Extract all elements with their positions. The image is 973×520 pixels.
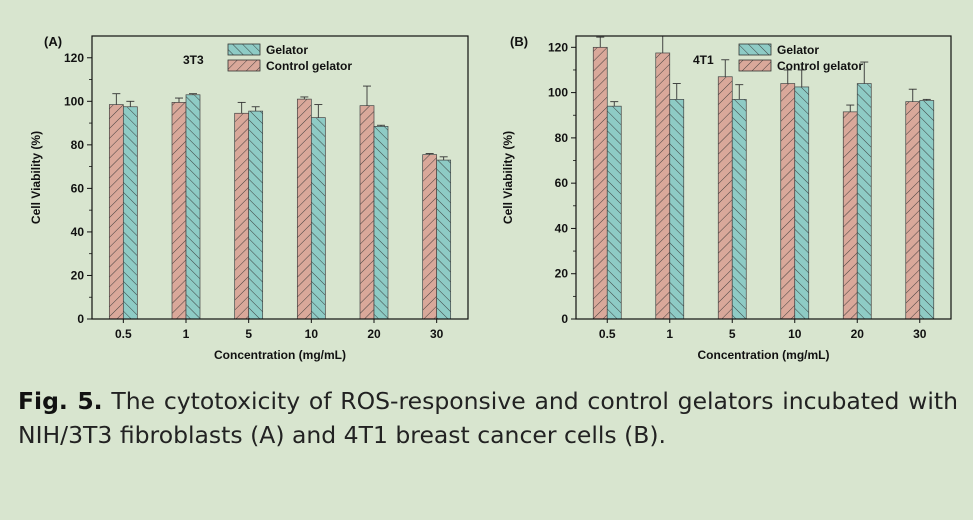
caption-text: The cytotoxicity of ROS-responsive and c… (18, 387, 958, 449)
panel-letter: (B) (510, 34, 528, 49)
bar (310, 117, 326, 320)
plot-frame (575, 35, 952, 320)
x-tick-label: 0.5 (599, 327, 616, 341)
y-tick-label: 80 (555, 131, 569, 145)
x-tick-label: 5 (245, 327, 252, 341)
plot-frame (91, 35, 469, 320)
bar (122, 106, 138, 320)
legend-swatch (227, 43, 261, 56)
legend-entry: Gelator (777, 43, 819, 57)
y-tick-label: 40 (71, 225, 85, 239)
bar (731, 99, 747, 320)
bar (842, 111, 858, 320)
x-tick-label: 5 (729, 327, 736, 341)
x-tick-label: 1 (183, 327, 190, 341)
y-tick-label: 20 (71, 268, 85, 282)
x-tick-label: 30 (913, 327, 927, 341)
legend-entry: Gelator (266, 43, 308, 57)
y-tick-label: 60 (71, 181, 85, 195)
bar (794, 86, 810, 320)
bar (422, 154, 438, 320)
bar (436, 159, 452, 320)
bar (359, 105, 375, 320)
y-tick-label: 60 (555, 176, 569, 190)
bar (655, 52, 671, 320)
bar (296, 98, 312, 320)
y-tick-label: 120 (64, 51, 84, 65)
x-tick-label: 10 (788, 327, 802, 341)
x-axis-title: Concentration (mg/mL) (214, 348, 346, 362)
y-axis-title: Cell Viability (%) (501, 131, 515, 224)
bar (919, 100, 935, 320)
bar (905, 101, 921, 320)
bar (234, 112, 250, 320)
legend-entry: Control gelator (266, 59, 352, 73)
y-tick-label: 0 (77, 312, 84, 326)
bar (606, 105, 622, 320)
caption-label: Fig. 5. (18, 387, 103, 415)
legend-entry: Control gelator (777, 59, 863, 73)
x-tick-label: 20 (367, 327, 381, 341)
x-tick-label: 0.5 (115, 327, 132, 341)
x-tick-label: 30 (430, 327, 444, 341)
y-tick-label: 100 (64, 94, 84, 108)
bar (856, 83, 872, 320)
chart-panel-b: (B) 4T1 Gelator Control gelator 0.5 1 5 10 20 30 0… (501, 34, 952, 362)
x-axis-title: Concentration (mg/mL) (698, 348, 830, 362)
bar (669, 99, 685, 320)
legend-swatch (227, 59, 261, 72)
y-tick-label: 100 (548, 86, 568, 100)
bar (108, 104, 124, 320)
cell-line-label: 3T3 (183, 53, 204, 67)
figure-caption: Fig. 5. The cytotoxicity of ROS-responsi… (18, 384, 958, 452)
legend-swatch (738, 43, 772, 56)
bar (717, 76, 733, 320)
bar (185, 94, 201, 320)
bar (592, 46, 608, 320)
x-tick-label: 1 (666, 327, 673, 341)
panel-letter: (A) (44, 34, 62, 49)
chart-panel-a: (A) 3T3 Gelator Control gelator 0.5 1 5 10 20 30 0… (29, 34, 469, 362)
bar (248, 110, 264, 320)
bar (171, 102, 187, 320)
y-tick-label: 80 (71, 138, 85, 152)
y-tick-label: 20 (555, 267, 569, 281)
y-tick-label: 40 (555, 221, 569, 235)
bar (780, 83, 796, 320)
x-tick-label: 10 (305, 327, 319, 341)
cell-line-label: 4T1 (693, 53, 714, 67)
y-tick-label: 120 (548, 40, 568, 54)
x-tick-label: 20 (851, 327, 865, 341)
bar (373, 125, 389, 320)
y-tick-label: 0 (561, 312, 568, 326)
legend-swatch (738, 59, 772, 72)
y-axis-title: Cell Viability (%) (29, 131, 43, 224)
